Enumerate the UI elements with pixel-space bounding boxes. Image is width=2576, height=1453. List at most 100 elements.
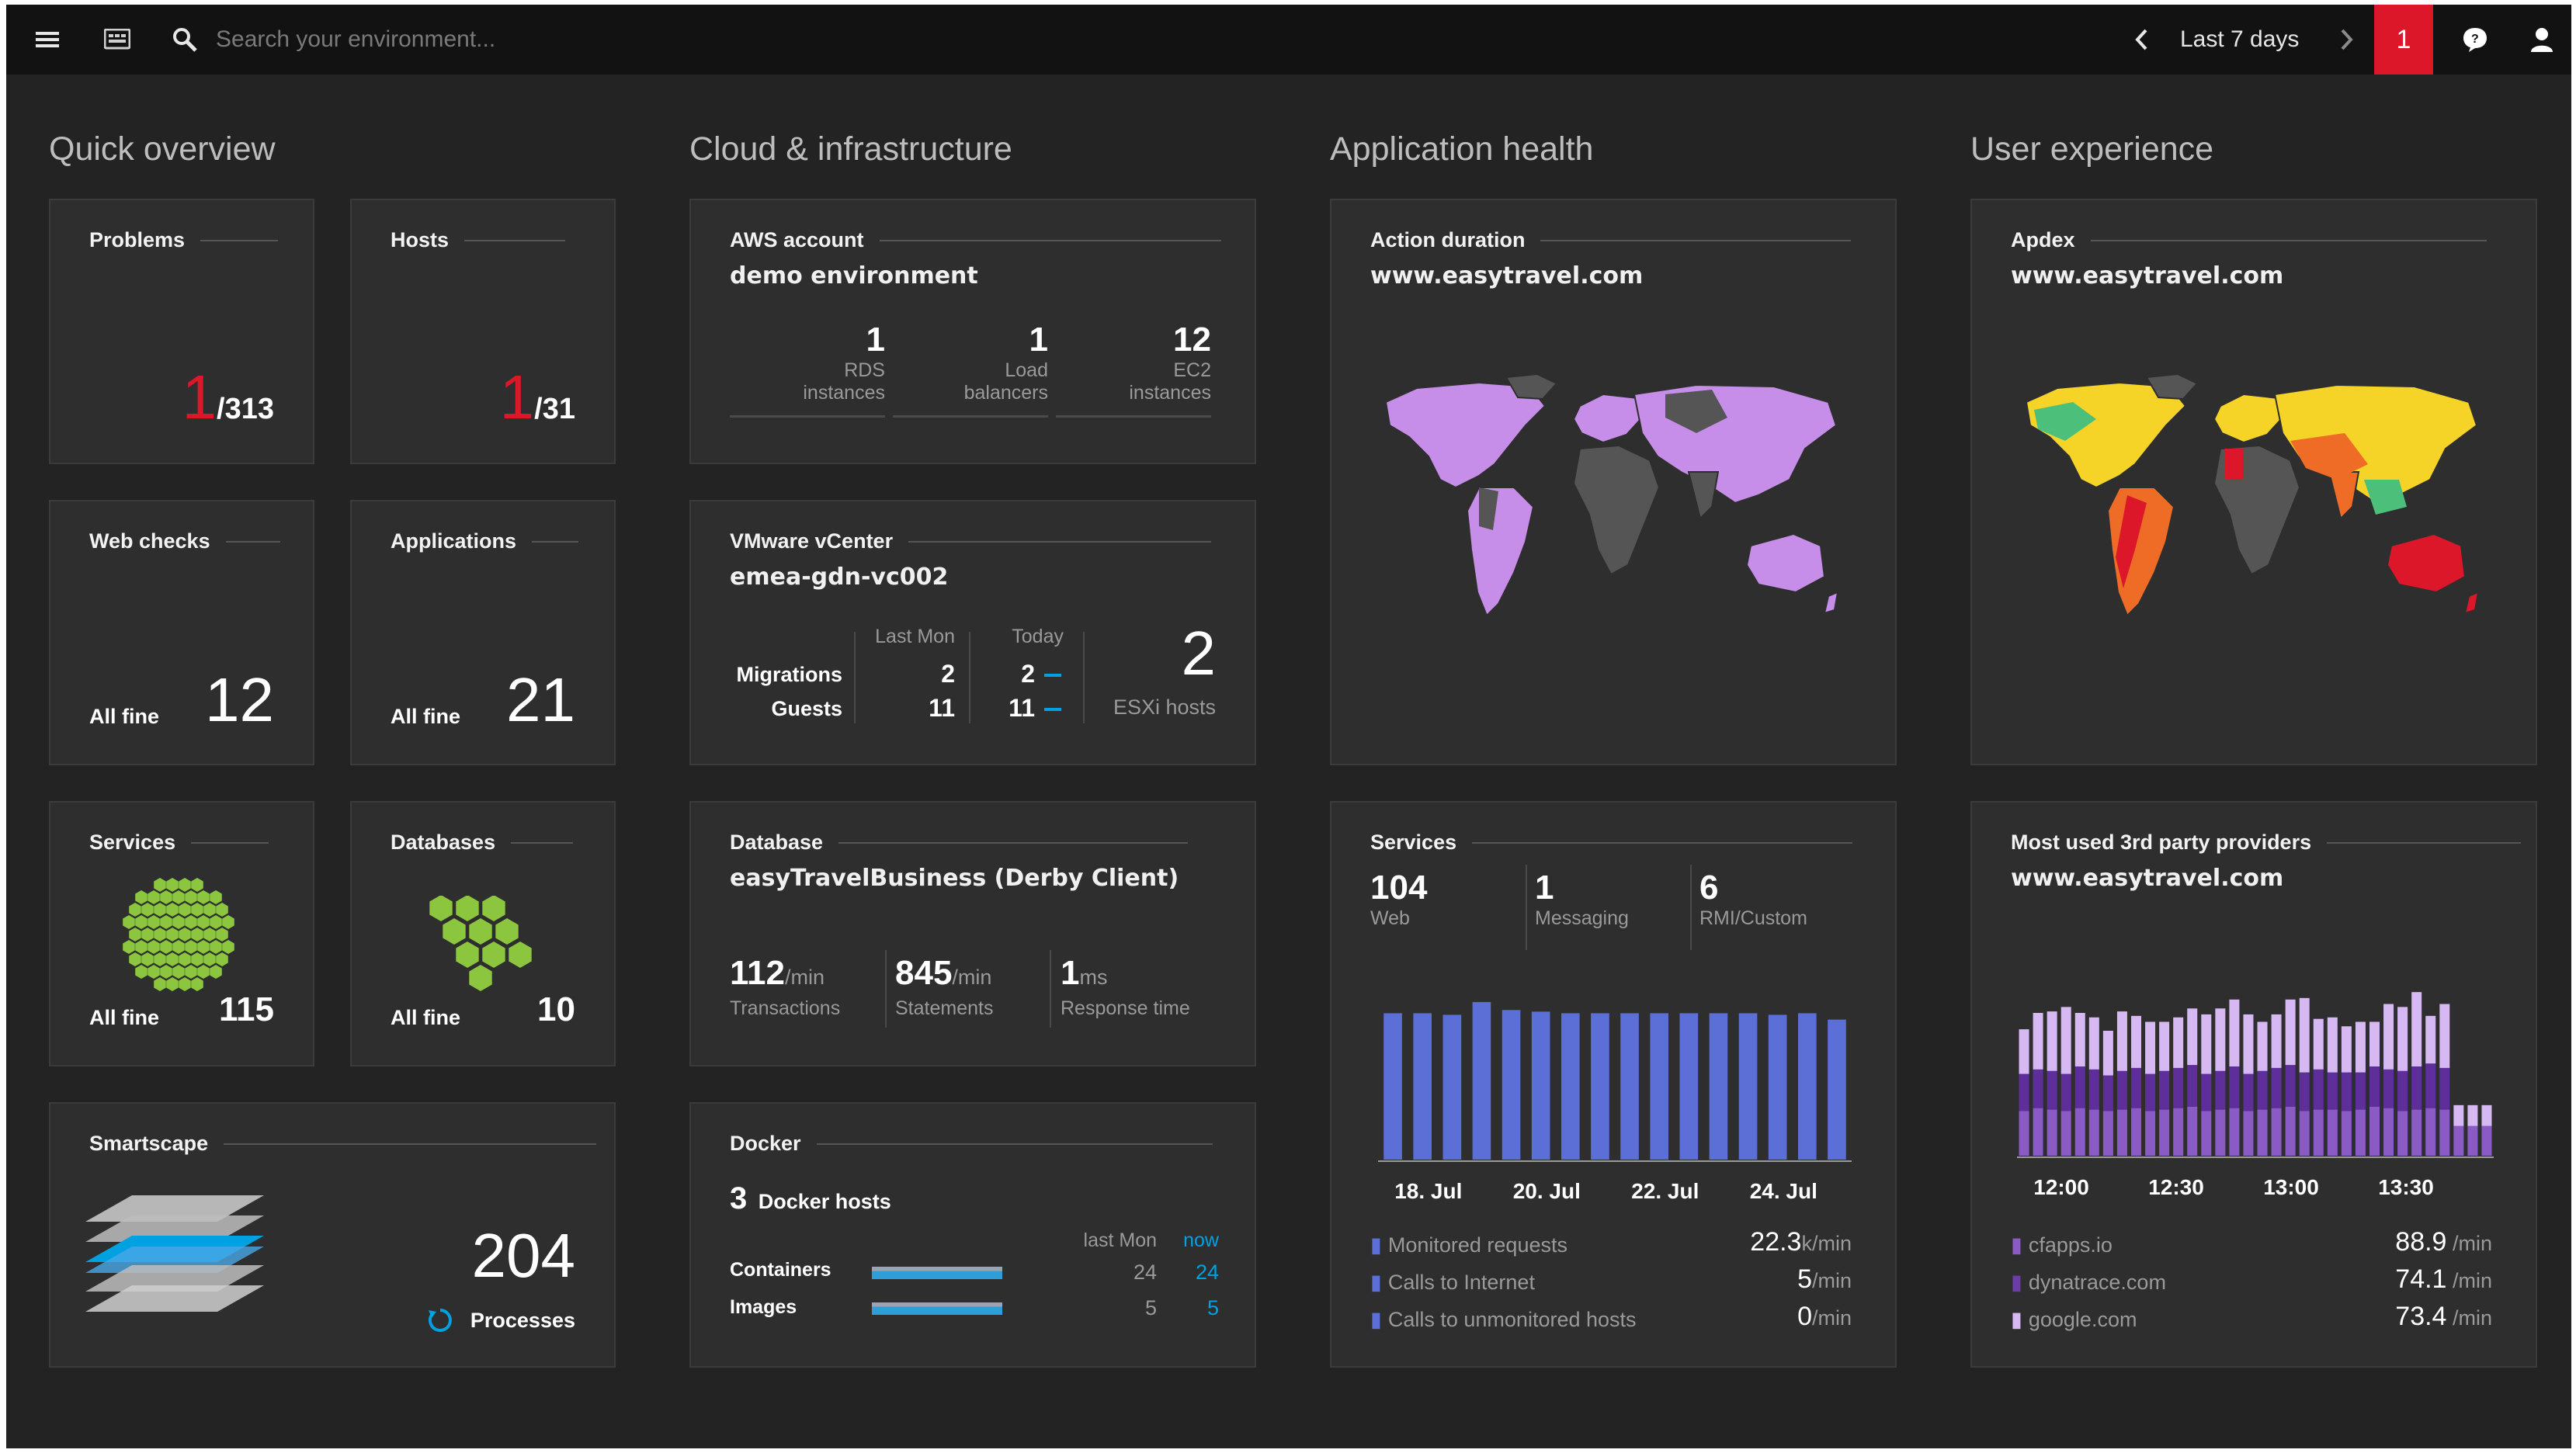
services-count: 115 (219, 990, 274, 1028)
bar-icon: ▮ (2011, 1271, 2022, 1294)
kpi-label: Messaging (1535, 907, 1629, 929)
honeycomb-cell (469, 918, 492, 945)
honeycomb-cell (185, 965, 197, 979)
tile-title: Database (730, 831, 1189, 855)
chart-bar-segment (2453, 1125, 2464, 1156)
chart-bar-segment (2355, 1021, 2366, 1073)
honeycomb-cell (495, 918, 519, 945)
web-checks-tile[interactable]: Web checks All fine 12 (49, 500, 314, 765)
honeycomb-cell (172, 890, 185, 904)
smartscape-tile[interactable]: Smartscape 204 Processes (49, 1102, 616, 1368)
problems-tile[interactable]: Problems 1/313 (49, 199, 314, 464)
chart-bar-segment (2411, 992, 2422, 1066)
world-map[interactable] (2011, 371, 2500, 681)
honeycomb-cell (172, 940, 185, 954)
tile-title: Apdex (2011, 228, 2487, 252)
honeycomb-cell (166, 928, 179, 942)
world-map[interactable] (1370, 371, 1859, 681)
chart-bar-segment (2481, 1125, 2492, 1156)
kpi-value: 1 (1535, 869, 1554, 907)
problem-count-badge[interactable]: 1 (2374, 5, 2433, 75)
migrations-trend-icon (1044, 674, 1061, 677)
aws-stat-underline (893, 415, 1048, 418)
applications-status: All fine (391, 705, 461, 728)
chart-bar-segment (2088, 1017, 2099, 1070)
aws-account-tile[interactable]: AWS account demo environment 1 RDS insta… (689, 199, 1256, 464)
honeycomb-cell (141, 952, 154, 966)
aws-stat-label: RDS (844, 359, 885, 381)
chat-icon[interactable]: ? (2452, 5, 2498, 75)
x-tick-label: 13:00 (2263, 1175, 2319, 1199)
legend-value: 88.9 /min (2395, 1227, 2492, 1257)
chart-bar (1709, 1013, 1728, 1160)
honeycomb-cell (129, 928, 141, 942)
dashboard-icon[interactable] (92, 5, 143, 75)
honeycomb-cell (191, 977, 203, 991)
db-stat-unit: /min (952, 966, 992, 989)
chart-bar (1591, 1013, 1609, 1160)
databases-count: 10 (537, 990, 575, 1028)
honeycomb-cell (141, 903, 154, 917)
honeycomb-cell (141, 928, 154, 942)
map-region-west-sa (2116, 495, 2147, 588)
chevron-left-icon[interactable] (2122, 5, 2161, 75)
action-duration-tile[interactable]: Action duration www.easytravel.com (1330, 199, 1897, 765)
chart-bar-segment (2088, 1109, 2099, 1156)
honeycomb-cell (456, 942, 479, 968)
aws-account-name: demo environment (730, 262, 978, 290)
db-stat-statements: 845/min Statements (895, 954, 993, 1020)
map-region-asia (1633, 383, 1838, 505)
database-tile[interactable]: Database easyTravelBusiness (Derby Clien… (689, 801, 1256, 1066)
chart-bar-segment (2481, 1104, 2492, 1126)
chart-bar-segment (2047, 1109, 2057, 1156)
x-tick-label: 22. Jul (1631, 1179, 1699, 1203)
row-label-migrations: Migrations (736, 663, 842, 686)
honeycomb-cell (179, 952, 191, 966)
aws-stat-lb: 1 Load balancers (893, 321, 1048, 418)
aws-stat-underline (730, 415, 885, 418)
databases-tile[interactable]: Databases All fine 10 (350, 801, 616, 1066)
timeframe-selector[interactable]: Last 7 days (2180, 26, 2300, 52)
x-tick-label: 20. Jul (1513, 1179, 1581, 1203)
vmware-vcenter-tile[interactable]: VMware vCenter emea-gdn-vc002 Last Mon T… (689, 500, 1256, 765)
map-region-na (1384, 381, 1547, 489)
docker-tile[interactable]: Docker 3 Docker hosts last Mon now Conta… (689, 1102, 1256, 1368)
services-bar-chart[interactable]: 18. Jul 20. Jul 22. Jul 24. Jul (1370, 985, 1859, 1218)
divider (969, 632, 970, 723)
applications-tile[interactable]: Applications All fine 21 (350, 500, 616, 765)
user-icon[interactable] (2519, 5, 2565, 75)
services-tile[interactable]: Services All fine 115 (49, 801, 314, 1066)
images-bar (872, 1302, 1002, 1315)
chart-bar-segment (2299, 997, 2310, 1073)
legend-label: google.com (2028, 1308, 2137, 1331)
chart-bar-segment (2341, 1111, 2352, 1156)
chevron-right-icon[interactable] (2328, 5, 2366, 75)
databases-status: All fine (391, 1006, 461, 1029)
providers-bar-chart[interactable]: 12:00 12:30 13:00 13:30 (2011, 969, 2500, 1222)
chart-bar-segment (2060, 1007, 2071, 1074)
hamburger-menu-icon[interactable] (22, 5, 73, 75)
chart-bar-segment (2229, 999, 2240, 1066)
chart-bar-segment (2159, 1021, 2170, 1071)
map-region-sa-gap (1479, 487, 1498, 530)
honeycomb-cell (135, 915, 148, 929)
search-input[interactable]: Search your environment... (216, 26, 496, 52)
honeycomb-cell (210, 890, 222, 904)
third-party-providers-tile[interactable]: Most used 3rd party providers www.easytr… (1970, 801, 2537, 1368)
services-chart-tile[interactable]: Services 104 Web 1 Messaging 6 RMI/Custo… (1330, 801, 1897, 1368)
kpi-rmi: 6 RMI/Custom (1699, 869, 1807, 930)
map-region-india (2328, 471, 2360, 520)
chart-bar (1383, 1013, 1402, 1160)
search-icon[interactable] (161, 5, 208, 75)
honeycomb-cell (148, 940, 160, 954)
kpi-messaging: 1 Messaging (1535, 869, 1629, 930)
chart-bar-segment (2159, 1070, 2170, 1110)
chart-bar-segment (2088, 1069, 2099, 1110)
apdex-tile[interactable]: Apdex www.easytravel.com (1970, 199, 2537, 765)
honeycomb-cell (160, 890, 172, 904)
honeycomb-cell (197, 890, 210, 904)
legend-value: 22.3k/min (1750, 1227, 1852, 1257)
legend-calls-to-internet: ▮ Calls to Internet 5/min (1370, 1264, 1852, 1295)
aws-stat-value: 1 (866, 321, 885, 359)
hosts-tile[interactable]: Hosts 1/31 (350, 199, 616, 464)
